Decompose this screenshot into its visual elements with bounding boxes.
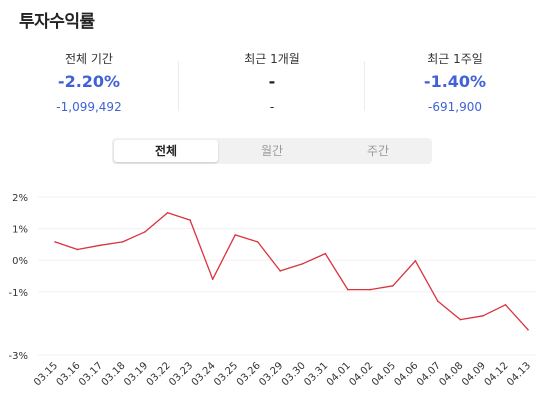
- x-tick-label: 03.29: [257, 360, 285, 388]
- data-point: [234, 234, 236, 236]
- x-tick-label: 03.15: [32, 360, 60, 388]
- x-tick-label: 04.05: [370, 360, 398, 388]
- summary-last-month: 최근 1개월 - -: [180, 52, 364, 118]
- data-point: [211, 278, 214, 280]
- period-segmented-control: 전체 월간 주간: [112, 138, 432, 164]
- x-tick-label: 03.17: [77, 360, 105, 388]
- x-tick-label: 03.31: [302, 360, 330, 388]
- y-axis: 2% 1% 0% -1% -3%: [9, 193, 28, 362]
- y-tick-label: 1%: [12, 225, 28, 236]
- summary-amount: -: [269, 100, 275, 114]
- x-tick-label: 04.01: [325, 360, 353, 388]
- y-tick-label: -1%: [9, 288, 28, 299]
- data-point: [369, 288, 372, 291]
- summary-rate: -: [268, 72, 276, 91]
- page-title: 투자수익률: [19, 12, 95, 32]
- summary-total-period: 전체 기간 -2.20% -1,099,492: [0, 52, 178, 118]
- x-tick-label: 03.24: [190, 360, 218, 388]
- column-divider: [178, 61, 179, 111]
- data-point: [279, 270, 282, 272]
- tab-all[interactable]: 전체: [114, 140, 218, 162]
- x-tick-label: 03.18: [100, 360, 128, 388]
- data-point: [437, 300, 439, 303]
- data-point: [324, 252, 327, 255]
- data-point: [392, 284, 394, 287]
- y-tick-label: -3%: [9, 351, 28, 362]
- x-tick-label: 04.06: [392, 360, 420, 388]
- data-point: [256, 241, 259, 243]
- x-tick-label: 03.25: [212, 360, 240, 388]
- x-tick-label: 03.22: [145, 360, 173, 388]
- data-point: [144, 230, 146, 233]
- data-point: [301, 262, 304, 265]
- grid-layer: [38, 196, 536, 356]
- data-point: [459, 318, 462, 321]
- data-point: [527, 328, 529, 331]
- summary-label: 전체 기간: [65, 52, 113, 66]
- x-tick-label: 04.12: [483, 360, 511, 388]
- x-tick-label: 03.23: [167, 360, 195, 388]
- data-point: [414, 260, 417, 262]
- data-point: [121, 241, 124, 243]
- data-point: [504, 303, 507, 306]
- x-tick-label: 03.26: [235, 360, 263, 388]
- x-tick-label: 04.08: [438, 360, 466, 388]
- x-tick-label: 03.30: [280, 360, 308, 388]
- y-tick-label: 0%: [12, 256, 28, 267]
- data-point: [482, 315, 484, 317]
- data-point: [166, 212, 169, 214]
- data-point: [76, 248, 79, 251]
- summary-label: 최근 1개월: [244, 52, 300, 66]
- data-point: [347, 288, 349, 291]
- summary-rate: -1.40%: [423, 72, 487, 91]
- tab-weekly[interactable]: 주간: [366, 144, 390, 158]
- data-point: [99, 244, 101, 247]
- series-line: [54, 212, 529, 331]
- summary-amount: -1,099,492: [56, 100, 122, 114]
- summary-last-week: 최근 1주일 -1.40% -691,900: [366, 52, 544, 118]
- x-tick-label: 04.07: [415, 360, 443, 388]
- x-tick-label: 04.13: [505, 360, 533, 388]
- x-tick-label: 03.16: [55, 360, 83, 388]
- column-divider: [364, 61, 365, 111]
- x-tick-label: 04.02: [347, 360, 375, 388]
- x-axis: 03.1503.1603.1703.1803.1903.2203.2303.24…: [32, 360, 533, 388]
- summary-amount: -691,900: [428, 100, 482, 114]
- tab-monthly[interactable]: 월간: [260, 144, 284, 158]
- data-point: [54, 241, 56, 243]
- series-layer: [54, 212, 529, 331]
- x-tick-label: 04.09: [460, 360, 488, 388]
- return-line-chart: 2%1%0%-1%-3% 03.1503.1603.1703.1803.1903…: [9, 193, 536, 388]
- summary-label: 최근 1주일: [427, 52, 483, 66]
- y-tick-label: 2%: [12, 193, 28, 204]
- x-tick-label: 03.19: [122, 360, 150, 388]
- data-point: [189, 219, 191, 221]
- summary-rate: -2.20%: [57, 72, 121, 91]
